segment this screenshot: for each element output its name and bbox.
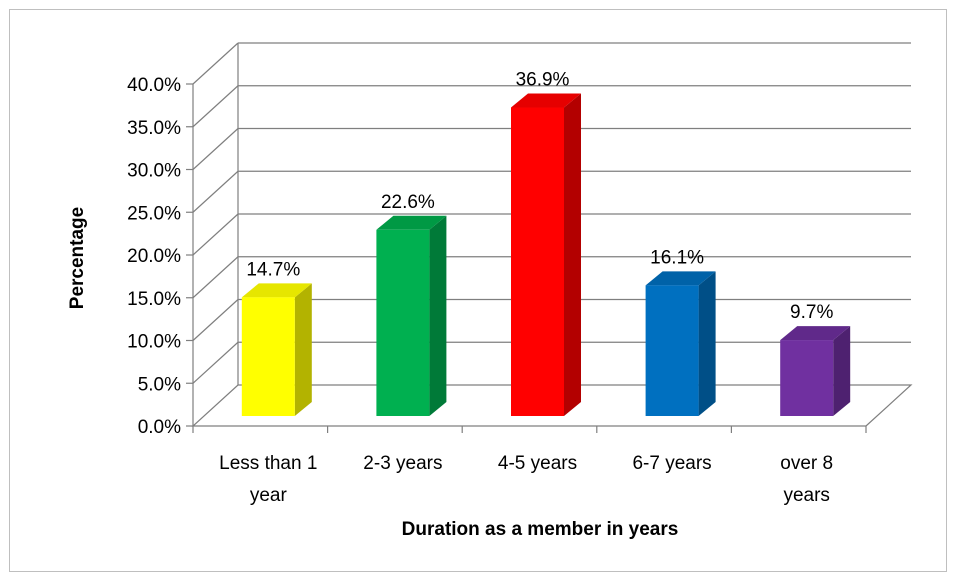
y-tick-label: 40.0%: [127, 75, 181, 96]
bar-less-than-1-year: [241, 283, 312, 416]
x-tick-label: year: [250, 485, 288, 506]
bar-over-8-years: [780, 326, 851, 416]
bar-front-face: [645, 285, 699, 416]
gridline-left-wall: [192, 128, 239, 170]
bar-front-face: [241, 297, 295, 416]
bar-top-face: [645, 271, 716, 286]
gridline-left-wall: [192, 341, 239, 384]
bar-front-face: [780, 340, 834, 416]
bar-front-face: [511, 107, 564, 416]
bar-side-face: [564, 93, 581, 416]
gridline-left-wall: [192, 85, 239, 128]
y-tick-label: 35.0%: [127, 118, 181, 139]
y-tick-label: 5.0%: [138, 374, 181, 395]
bar-side-face: [294, 283, 312, 416]
gridline-left-wall: [192, 256, 239, 299]
y-axis-title: Percentage: [67, 207, 88, 309]
chart-frame: [9, 9, 947, 572]
bars: [241, 93, 851, 416]
chart-floor: [191, 384, 913, 427]
data-label: 14.7%: [246, 259, 300, 280]
bar-6-7-years: [645, 271, 716, 416]
data-label: 22.6%: [381, 192, 435, 213]
gridline-left-wall: [192, 170, 239, 213]
x-axis-title: Duration as a member in years: [402, 519, 679, 540]
bar-top-face: [780, 326, 851, 341]
data-labels: 14.7% 22.6% 36.9% 16.1% 9.7%: [246, 70, 833, 324]
bar-2-3-years: [376, 215, 447, 416]
bar-top-face: [511, 93, 581, 108]
data-label: 9.7%: [790, 302, 833, 323]
bar-top-face: [241, 283, 312, 298]
y-tick-label: 30.0%: [127, 161, 181, 182]
bar-front-face: [376, 229, 430, 416]
x-tick-label: 2-3 years: [363, 453, 442, 474]
data-label: 16.1%: [650, 247, 704, 268]
y-tick-label: 25.0%: [127, 203, 181, 224]
gridline-left-wall: [192, 42, 239, 85]
bar-side-face: [698, 271, 716, 416]
bar-side-face: [429, 215, 447, 416]
x-axis-ticks: Less than 1 year 2-3 years 4-5 years 6-7 yea…: [192, 426, 867, 506]
y-axis-ticks: 0.0% 5.0% 10.0% 15.0% 20.0% 25.0% 30.0% 35.0% 40…: [127, 75, 193, 438]
bar-side-face: [833, 326, 851, 416]
x-tick-label: 4-5 years: [498, 453, 577, 474]
bar-4-5-years: [511, 93, 581, 416]
x-tick-label: 6-7 years: [632, 453, 711, 474]
bar-top-face: [376, 215, 447, 230]
y-tick-label: 20.0%: [127, 246, 181, 267]
x-tick-label: years: [783, 485, 829, 506]
y-tick-label: 0.0%: [138, 417, 181, 438]
gridline-left-wall: [192, 299, 239, 341]
data-label: 36.9%: [516, 70, 570, 91]
x-tick-label: Less than 1: [219, 453, 317, 474]
gridline-left-wall: [192, 213, 239, 256]
x-tick-label: over 8: [780, 453, 833, 474]
y-tick-label: 15.0%: [127, 289, 181, 310]
y-tick-label: 10.0%: [127, 332, 181, 353]
